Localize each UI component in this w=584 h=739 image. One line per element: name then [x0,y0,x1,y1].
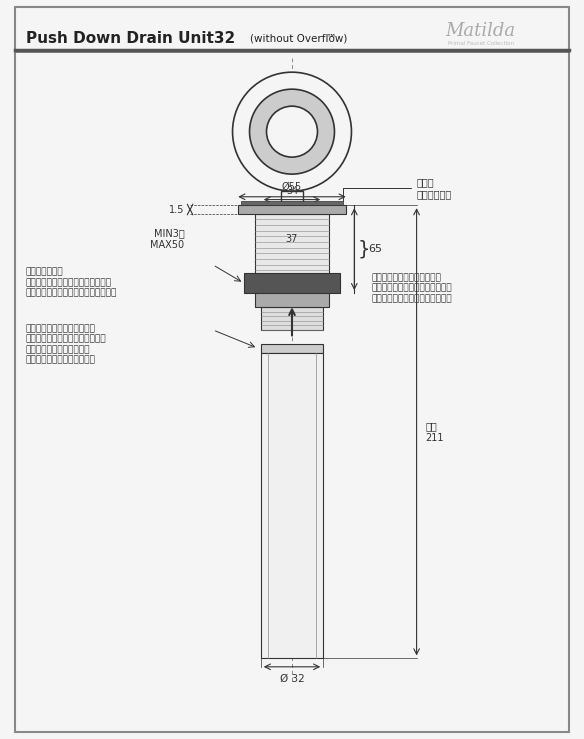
FancyBboxPatch shape [15,7,569,732]
Text: Ø55: Ø55 [282,183,302,192]
Bar [281,191,303,202]
Bar [241,201,343,205]
Text: この箇所には必ず防水処理を
施してから取付けしてください。
（バッキン上面及びネジ部全周）: この箇所には必ず防水処理を 施してから取付けしてください。 （バッキン上面及びネ… [371,273,452,303]
Bar [255,293,329,307]
Text: Push Down Drain Unit32: Push Down Drain Unit32 [26,31,235,46]
Bar [244,273,340,293]
Text: 37: 37 [286,234,298,245]
Text: 34: 34 [286,186,298,197]
Text: (without Overflow): (without Overflow) [249,33,347,43]
Bar [238,205,346,214]
Circle shape [249,89,335,174]
Text: 1.5: 1.5 [169,205,185,214]
Text: }: } [357,239,370,259]
Circle shape [266,106,318,157]
Text: この箇所には必ず防水処理を
施してから取付けしてください。
（推奖品：ヘルメシール・
　シールテープ・シリコン）: この箇所には必ず防水処理を 施してから取付けしてください。 （推奖品：ヘルメシー… [26,324,106,364]
Text: 高性能
ネオスポンジ: 高性能 ネオスポンジ [343,177,452,201]
Bar [255,214,329,282]
Bar [261,353,323,658]
Text: ™: ™ [323,33,337,43]
Circle shape [232,72,352,191]
Text: 全長
211: 全長 211 [425,421,444,443]
Bar [261,307,323,330]
Text: Ø 32: Ø 32 [280,674,304,684]
Text: 65: 65 [369,244,383,254]
Text: 極厘パッキン：
器の厘みが薄い場合に使用します。
（必要のない場合は外してください）: 極厘パッキン： 器の厘みが薄い場合に使用します。 （必要のない場合は外してくださ… [26,268,117,297]
Text: Matilda: Matilda [445,22,515,40]
Text: MIN3～
MAX50: MIN3～ MAX50 [150,228,185,250]
Bar [261,344,323,353]
Text: Primal Faucet Collection: Primal Faucet Collection [448,41,514,47]
